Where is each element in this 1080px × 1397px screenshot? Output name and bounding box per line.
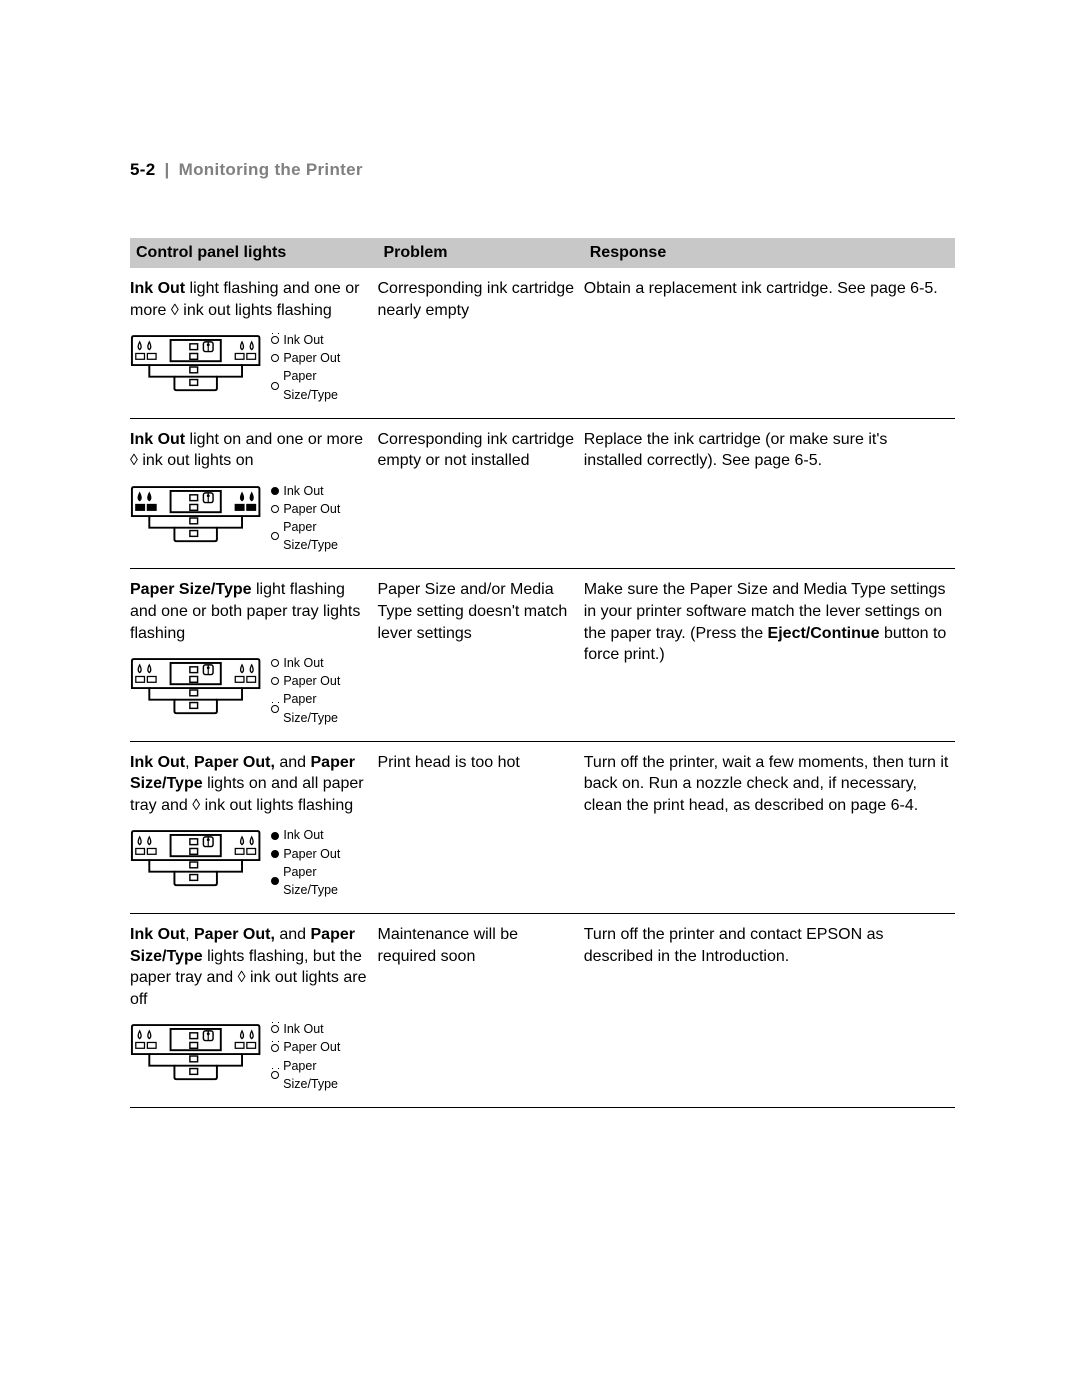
lights-description: Ink Out, Paper Out, and Paper Size/Type …: [130, 752, 372, 817]
legend-row: Ink Out: [271, 654, 371, 672]
legend-row: Paper Out: [271, 1038, 371, 1056]
legend-indicator: [271, 487, 279, 495]
legend-indicator: [271, 832, 279, 840]
legend-label: Paper Out: [283, 500, 340, 518]
page-header: 5-2 | Monitoring the Printer: [130, 160, 955, 180]
cell-problem: Paper Size and/or Media Type setting doe…: [378, 569, 584, 741]
legend-label: Ink Out: [283, 654, 323, 672]
cell-control-panel: Ink Out light on and one or more ◊ ink o…: [130, 418, 378, 569]
legend: Ink OutPaper OutPaper Size/Type: [271, 654, 371, 727]
legend: Ink OutPaper OutPaper Size/Type: [271, 482, 371, 555]
cell-control-panel: Ink Out, Paper Out, and Paper Size/Type …: [130, 913, 378, 1107]
legend-indicator: [271, 382, 279, 390]
diagram-wrap: Ink OutPaper OutPaper Size/Type: [130, 331, 372, 404]
legend-indicator: [271, 532, 279, 540]
legend-row: Paper Size/Type: [271, 690, 371, 726]
cell-problem: Maintenance will be required soon: [378, 913, 584, 1107]
cell-response: Turn off the printer, wait a few moments…: [584, 741, 955, 913]
lights-description: Ink Out light on and one or more ◊ ink o…: [130, 429, 372, 472]
printer-panel-diagram: [130, 482, 261, 554]
table-row: Ink Out light on and one or more ◊ ink o…: [130, 418, 955, 569]
legend-indicator: [271, 505, 279, 513]
legend-label: Paper Size/Type: [283, 1057, 371, 1093]
legend-indicator: [271, 659, 279, 667]
diagram-wrap: Ink OutPaper OutPaper Size/Type: [130, 1020, 372, 1093]
legend: Ink OutPaper OutPaper Size/Type: [271, 826, 371, 899]
legend-row: Ink Out: [271, 482, 371, 500]
lights-description: Paper Size/Type light flashing and one o…: [130, 579, 372, 644]
legend-row: Paper Out: [271, 500, 371, 518]
legend-indicator: [271, 336, 279, 344]
ink-drop-icon: ◊: [238, 969, 246, 986]
legend-indicator: [271, 705, 279, 713]
legend-label: Paper Out: [283, 845, 340, 863]
ink-drop-icon: ◊: [171, 302, 179, 319]
cell-problem: Corresponding ink cartridge nearly empty: [378, 268, 584, 418]
diagram-wrap: Ink OutPaper OutPaper Size/Type: [130, 826, 372, 899]
cell-response: Obtain a replacement ink cartridge. See …: [584, 268, 955, 418]
legend-indicator: [271, 1071, 279, 1079]
legend-row: Paper Size/Type: [271, 518, 371, 554]
table-row: Ink Out light flashing and one or more ◊…: [130, 268, 955, 418]
legend-row: Paper Out: [271, 672, 371, 690]
cell-response: Replace the ink cartridge (or make sure …: [584, 418, 955, 569]
legend-label: Ink Out: [283, 331, 323, 349]
cell-response: Turn off the printer and contact EPSON a…: [584, 913, 955, 1107]
legend: Ink OutPaper OutPaper Size/Type: [271, 1020, 371, 1093]
cell-control-panel: Ink Out, Paper Out, and Paper Size/Type …: [130, 741, 378, 913]
cell-response: Make sure the Paper Size and Media Type …: [584, 569, 955, 741]
legend-label: Paper Out: [283, 1038, 340, 1056]
legend-indicator: [271, 354, 279, 362]
legend-label: Ink Out: [283, 482, 323, 500]
cell-problem: Print head is too hot: [378, 741, 584, 913]
legend: Ink OutPaper OutPaper Size/Type: [271, 331, 371, 404]
printer-panel-diagram: [130, 331, 261, 403]
legend-indicator: [271, 850, 279, 858]
page-number: 5-2: [130, 160, 155, 179]
legend-indicator: [271, 1025, 279, 1033]
legend-row: Paper Out: [271, 845, 371, 863]
cell-problem: Corresponding ink cartridge empty or not…: [378, 418, 584, 569]
legend-row: Paper Size/Type: [271, 367, 371, 403]
legend-row: Paper Out: [271, 349, 371, 367]
table-row: Paper Size/Type light flashing and one o…: [130, 569, 955, 741]
section-title: Monitoring the Printer: [179, 160, 363, 179]
printer-panel-diagram: [130, 826, 261, 898]
legend-label: Ink Out: [283, 826, 323, 844]
legend-row: Ink Out: [271, 1020, 371, 1038]
legend-label: Ink Out: [283, 1020, 323, 1038]
cell-control-panel: Paper Size/Type light flashing and one o…: [130, 569, 378, 741]
legend-label: Paper Size/Type: [283, 690, 371, 726]
printer-panel-diagram: [130, 654, 261, 726]
ink-drop-icon: ◊: [130, 452, 138, 469]
header-separator: |: [165, 160, 170, 179]
legend-label: Paper Size/Type: [283, 863, 371, 899]
legend-row: Ink Out: [271, 826, 371, 844]
legend-label: Paper Out: [283, 672, 340, 690]
table-row: Ink Out, Paper Out, and Paper Size/Type …: [130, 913, 955, 1107]
table-row: Ink Out, Paper Out, and Paper Size/Type …: [130, 741, 955, 913]
printer-panel-diagram: [130, 1020, 261, 1092]
col-problem: Problem: [378, 238, 584, 268]
legend-label: Paper Size/Type: [283, 367, 371, 403]
lights-description: Ink Out light flashing and one or more ◊…: [130, 278, 372, 321]
cell-control-panel: Ink Out light flashing and one or more ◊…: [130, 268, 378, 418]
legend-indicator: [271, 1044, 279, 1052]
table-header-row: Control panel lights Problem Response: [130, 238, 955, 268]
col-response: Response: [584, 238, 955, 268]
legend-row: Paper Size/Type: [271, 1057, 371, 1093]
legend-indicator: [271, 677, 279, 685]
troubleshooting-table: Control panel lights Problem Response In…: [130, 238, 955, 1108]
legend-label: Paper Out: [283, 349, 340, 367]
col-control-panel: Control panel lights: [130, 238, 378, 268]
legend-row: Ink Out: [271, 331, 371, 349]
lights-description: Ink Out, Paper Out, and Paper Size/Type …: [130, 924, 372, 1010]
legend-indicator: [271, 877, 279, 885]
diagram-wrap: Ink OutPaper OutPaper Size/Type: [130, 654, 372, 727]
ink-drop-icon: ◊: [192, 797, 200, 814]
diagram-wrap: Ink OutPaper OutPaper Size/Type: [130, 482, 372, 555]
legend-row: Paper Size/Type: [271, 863, 371, 899]
legend-label: Paper Size/Type: [283, 518, 371, 554]
